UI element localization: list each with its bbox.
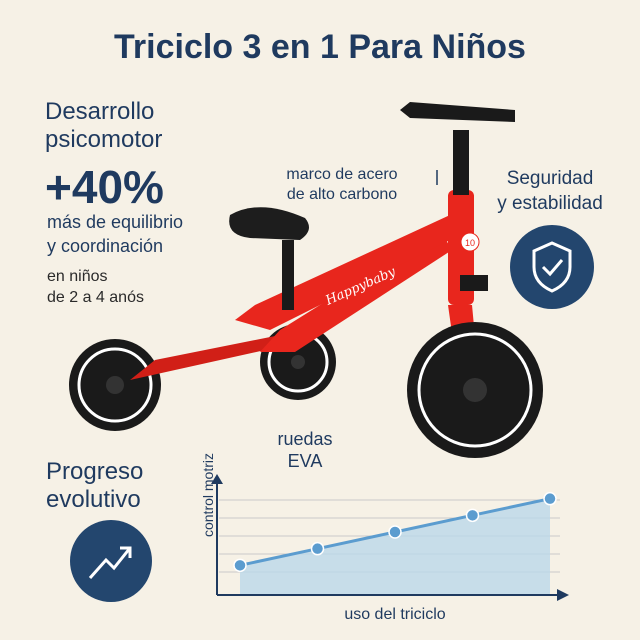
data-point (310, 541, 325, 556)
page-title: Triciclo 3 en 1 Para Niños (114, 28, 526, 66)
frame-callout: marco de acero de alto carbono (262, 165, 422, 205)
seat (229, 207, 309, 240)
size-badge (460, 232, 480, 252)
progress-heading: Progreso evolutivo (46, 458, 143, 514)
development-heading: Desarrollo psicomotor (45, 98, 162, 154)
shield-check-icon (510, 225, 594, 309)
chart-y-label: control motriz (200, 452, 216, 538)
development-heading-line2: psicomotor (45, 126, 163, 153)
gain-line2: y coordinación (47, 236, 164, 256)
data-point (388, 525, 402, 539)
age-text: en niños de 2 a 4 anós (47, 266, 144, 308)
safety-line2: y estabilidad (497, 193, 603, 214)
frame-callout-line1: marco de acero (286, 166, 398, 183)
chart-x-label: uso del triciclo (344, 606, 446, 623)
headset-clamp (460, 275, 488, 291)
safety-line1: Seguridad (506, 168, 594, 189)
age-line2: de 2 a 4 anós (47, 289, 144, 306)
wheels-callout-line1: ruedas (277, 429, 333, 449)
x-axis-arrow-icon (557, 589, 569, 601)
progress-chart (211, 474, 569, 601)
age-line1: en niños (47, 268, 108, 285)
front-wheel (407, 322, 543, 458)
data-point (543, 491, 557, 506)
safety-heading: Seguridad y estabilidad (480, 166, 620, 216)
stem (453, 130, 469, 195)
pedal-arm (438, 385, 480, 440)
handlebar (400, 102, 515, 122)
development-heading-line1: Desarrollo (45, 98, 155, 125)
wheels-callout-line2: EVA (287, 451, 323, 471)
tricycle-illustration: Happybaby 10 (69, 102, 543, 458)
seat-post (282, 240, 294, 310)
gain-text: más de equilibrio y coordinación (47, 210, 183, 258)
percent-value: +40% (45, 161, 164, 213)
data-point (465, 508, 480, 523)
gain-line1: más de equilibrio (47, 212, 184, 232)
data-point (233, 558, 247, 573)
progress-line1: Progreso (46, 458, 144, 485)
frame-callout-line2: de alto carbono (286, 186, 398, 203)
trend-up-icon (70, 520, 152, 602)
y-axis-arrow-icon (211, 474, 223, 484)
chart-area-fill (240, 498, 550, 594)
progress-line2: evolutivo (46, 486, 141, 513)
rear-wheel-left (69, 339, 161, 431)
wheels-callout: ruedas EVA (260, 428, 350, 472)
size-badge-text: 10 (465, 238, 475, 248)
